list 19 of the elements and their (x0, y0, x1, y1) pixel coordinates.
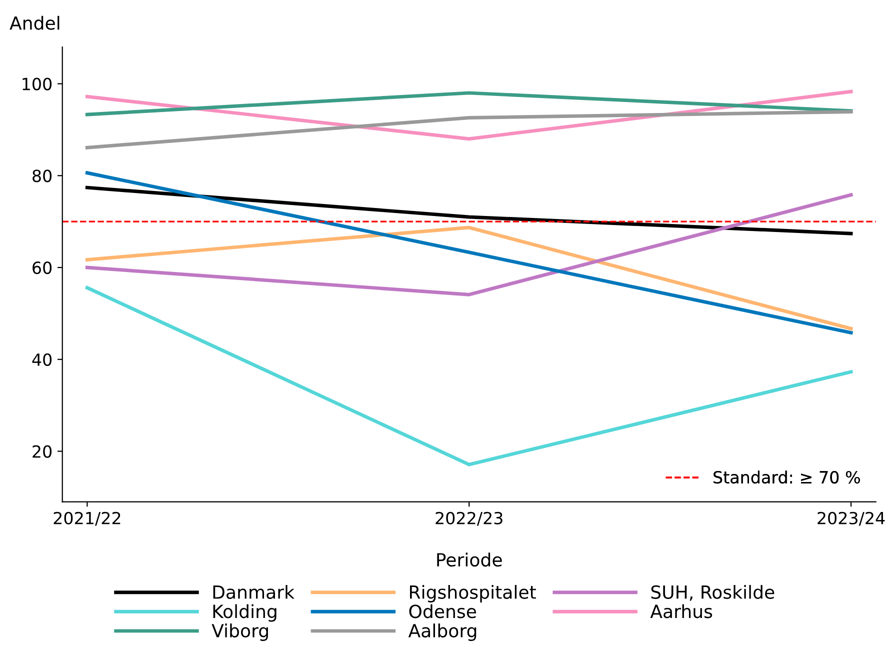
x-tick-label: 2021/22 (54, 512, 120, 526)
y-tick-label: 40 (32, 353, 52, 366)
legend-label: SUH, Roskilde (651, 584, 774, 601)
x-tick-label: 2022/23 (436, 512, 502, 526)
x-axis-title: Periode (437, 552, 502, 567)
legend-label: Aalborg (408, 624, 476, 641)
legend-label: Aarhus (650, 604, 712, 618)
legend-label: Rigshospitalet (410, 584, 536, 602)
y-tick-label: 100 (22, 78, 52, 90)
y-tick-label: 20 (32, 445, 52, 458)
y-axis-title: Andel (10, 16, 60, 30)
y-tick-label: 60 (32, 261, 52, 274)
legend-label: Standard: ≥ 70 % (714, 470, 860, 484)
legend-label: Kolding (213, 604, 276, 622)
legend-label: Danmark (213, 584, 294, 599)
y-tick-label: 80 (32, 170, 52, 182)
x-tick-label: 2023/24 (818, 512, 885, 526)
legend-label: Odense (409, 604, 476, 618)
legend-label: Viborg (212, 624, 268, 641)
